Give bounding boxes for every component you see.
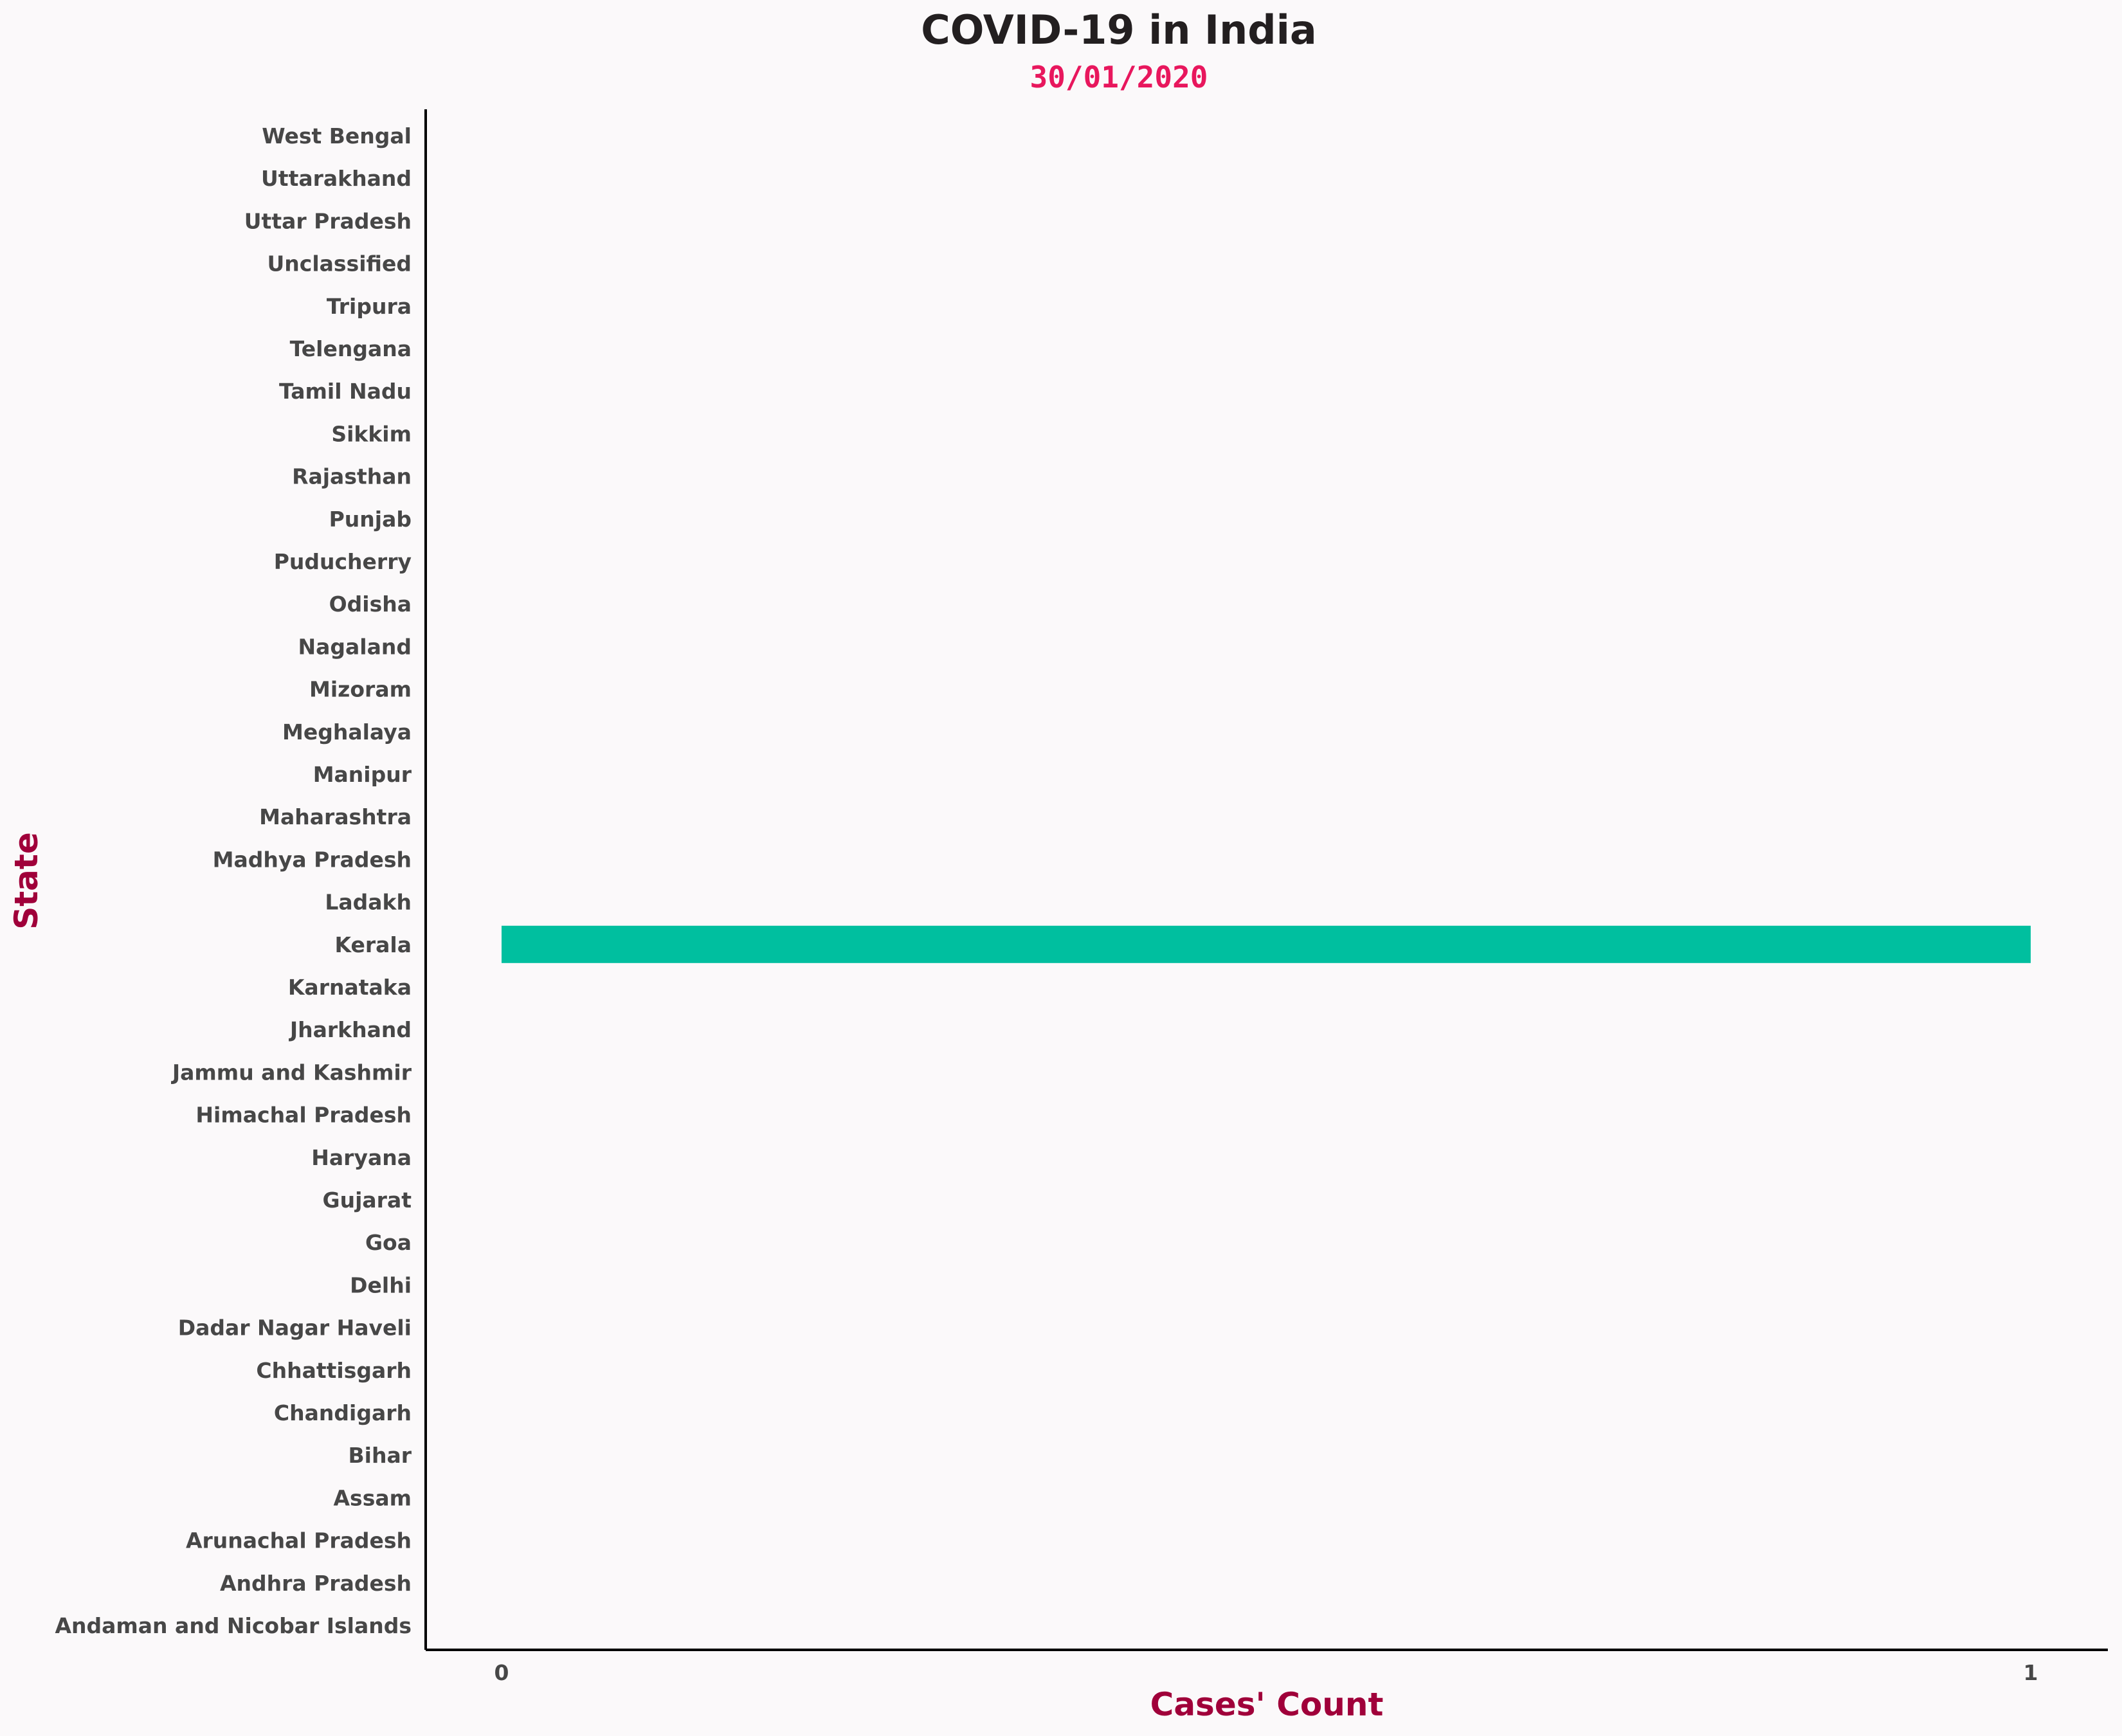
y-tick-label: Chhattisgarh [256, 1358, 412, 1383]
y-tick-label: Bihar [348, 1443, 412, 1468]
x-tick-label: 1 [2024, 1660, 2038, 1685]
chart-subtitle: 30/01/2020 [1030, 60, 1208, 95]
y-tick-label: Unclassified [268, 251, 412, 276]
y-tick-label: Chandigarh [274, 1400, 412, 1425]
chart-title: COVID-19 in India [921, 6, 1316, 53]
y-tick-label: Manipur [313, 762, 412, 787]
bars [502, 925, 2031, 963]
y-axis-label: State [8, 832, 45, 929]
y-tick-label: Tripura [327, 294, 412, 319]
y-tick-label: Telengana [290, 336, 412, 361]
y-tick-label: West Bengal [262, 123, 412, 149]
x-axis-label: Cases' Count [1150, 1686, 1384, 1723]
y-tick-label: Haryana [311, 1145, 412, 1170]
y-tick-label: Karnataka [288, 975, 412, 1000]
y-tick-label: Andaman and Nicobar Islands [55, 1613, 412, 1638]
y-tick-label: Gujarat [323, 1188, 412, 1213]
y-tick-label: Sikkim [331, 421, 412, 446]
y-tick-label: Goa [365, 1230, 412, 1255]
y-tick-label: Andhra Pradesh [220, 1571, 412, 1596]
y-tick-labels: Andaman and Nicobar Islands Andhra Prades… [55, 123, 412, 1638]
y-tick-label: Rajasthan [292, 464, 412, 489]
y-tick-label: Arunachal Pradesh [186, 1528, 412, 1553]
y-tick-label: Kerala [335, 932, 412, 957]
y-tick-label: Himachal Pradesh [195, 1103, 412, 1128]
y-tick-label: Assam [334, 1485, 412, 1510]
x-tick-label: 0 [494, 1660, 509, 1685]
y-tick-label: Uttarakhand [261, 166, 412, 191]
y-tick-label: Puducherry [274, 549, 412, 574]
y-tick-label: Meghalaya [282, 719, 412, 745]
y-tick-label: Mizoram [309, 677, 412, 702]
y-tick-label: Jharkhand [289, 1017, 412, 1042]
y-tick-label: Odisha [329, 592, 412, 617]
y-tick-label: Punjab [329, 507, 412, 532]
y-tick-label: Maharashtra [259, 804, 412, 829]
y-tick-label: Madhya Pradesh [213, 847, 412, 872]
y-tick-label: Delhi [350, 1272, 412, 1297]
bar-kerala [502, 925, 2031, 963]
y-tick-label: Dadar Nagar Haveli [178, 1316, 412, 1341]
y-tick-label: Uttar Pradesh [244, 208, 412, 233]
y-tick-label: Ladakh [325, 890, 412, 915]
y-tick-label: Tamil Nadu [279, 379, 412, 404]
y-tick-label: Nagaland [298, 634, 412, 659]
y-tick-label: Jammu and Kashmir [171, 1060, 412, 1085]
